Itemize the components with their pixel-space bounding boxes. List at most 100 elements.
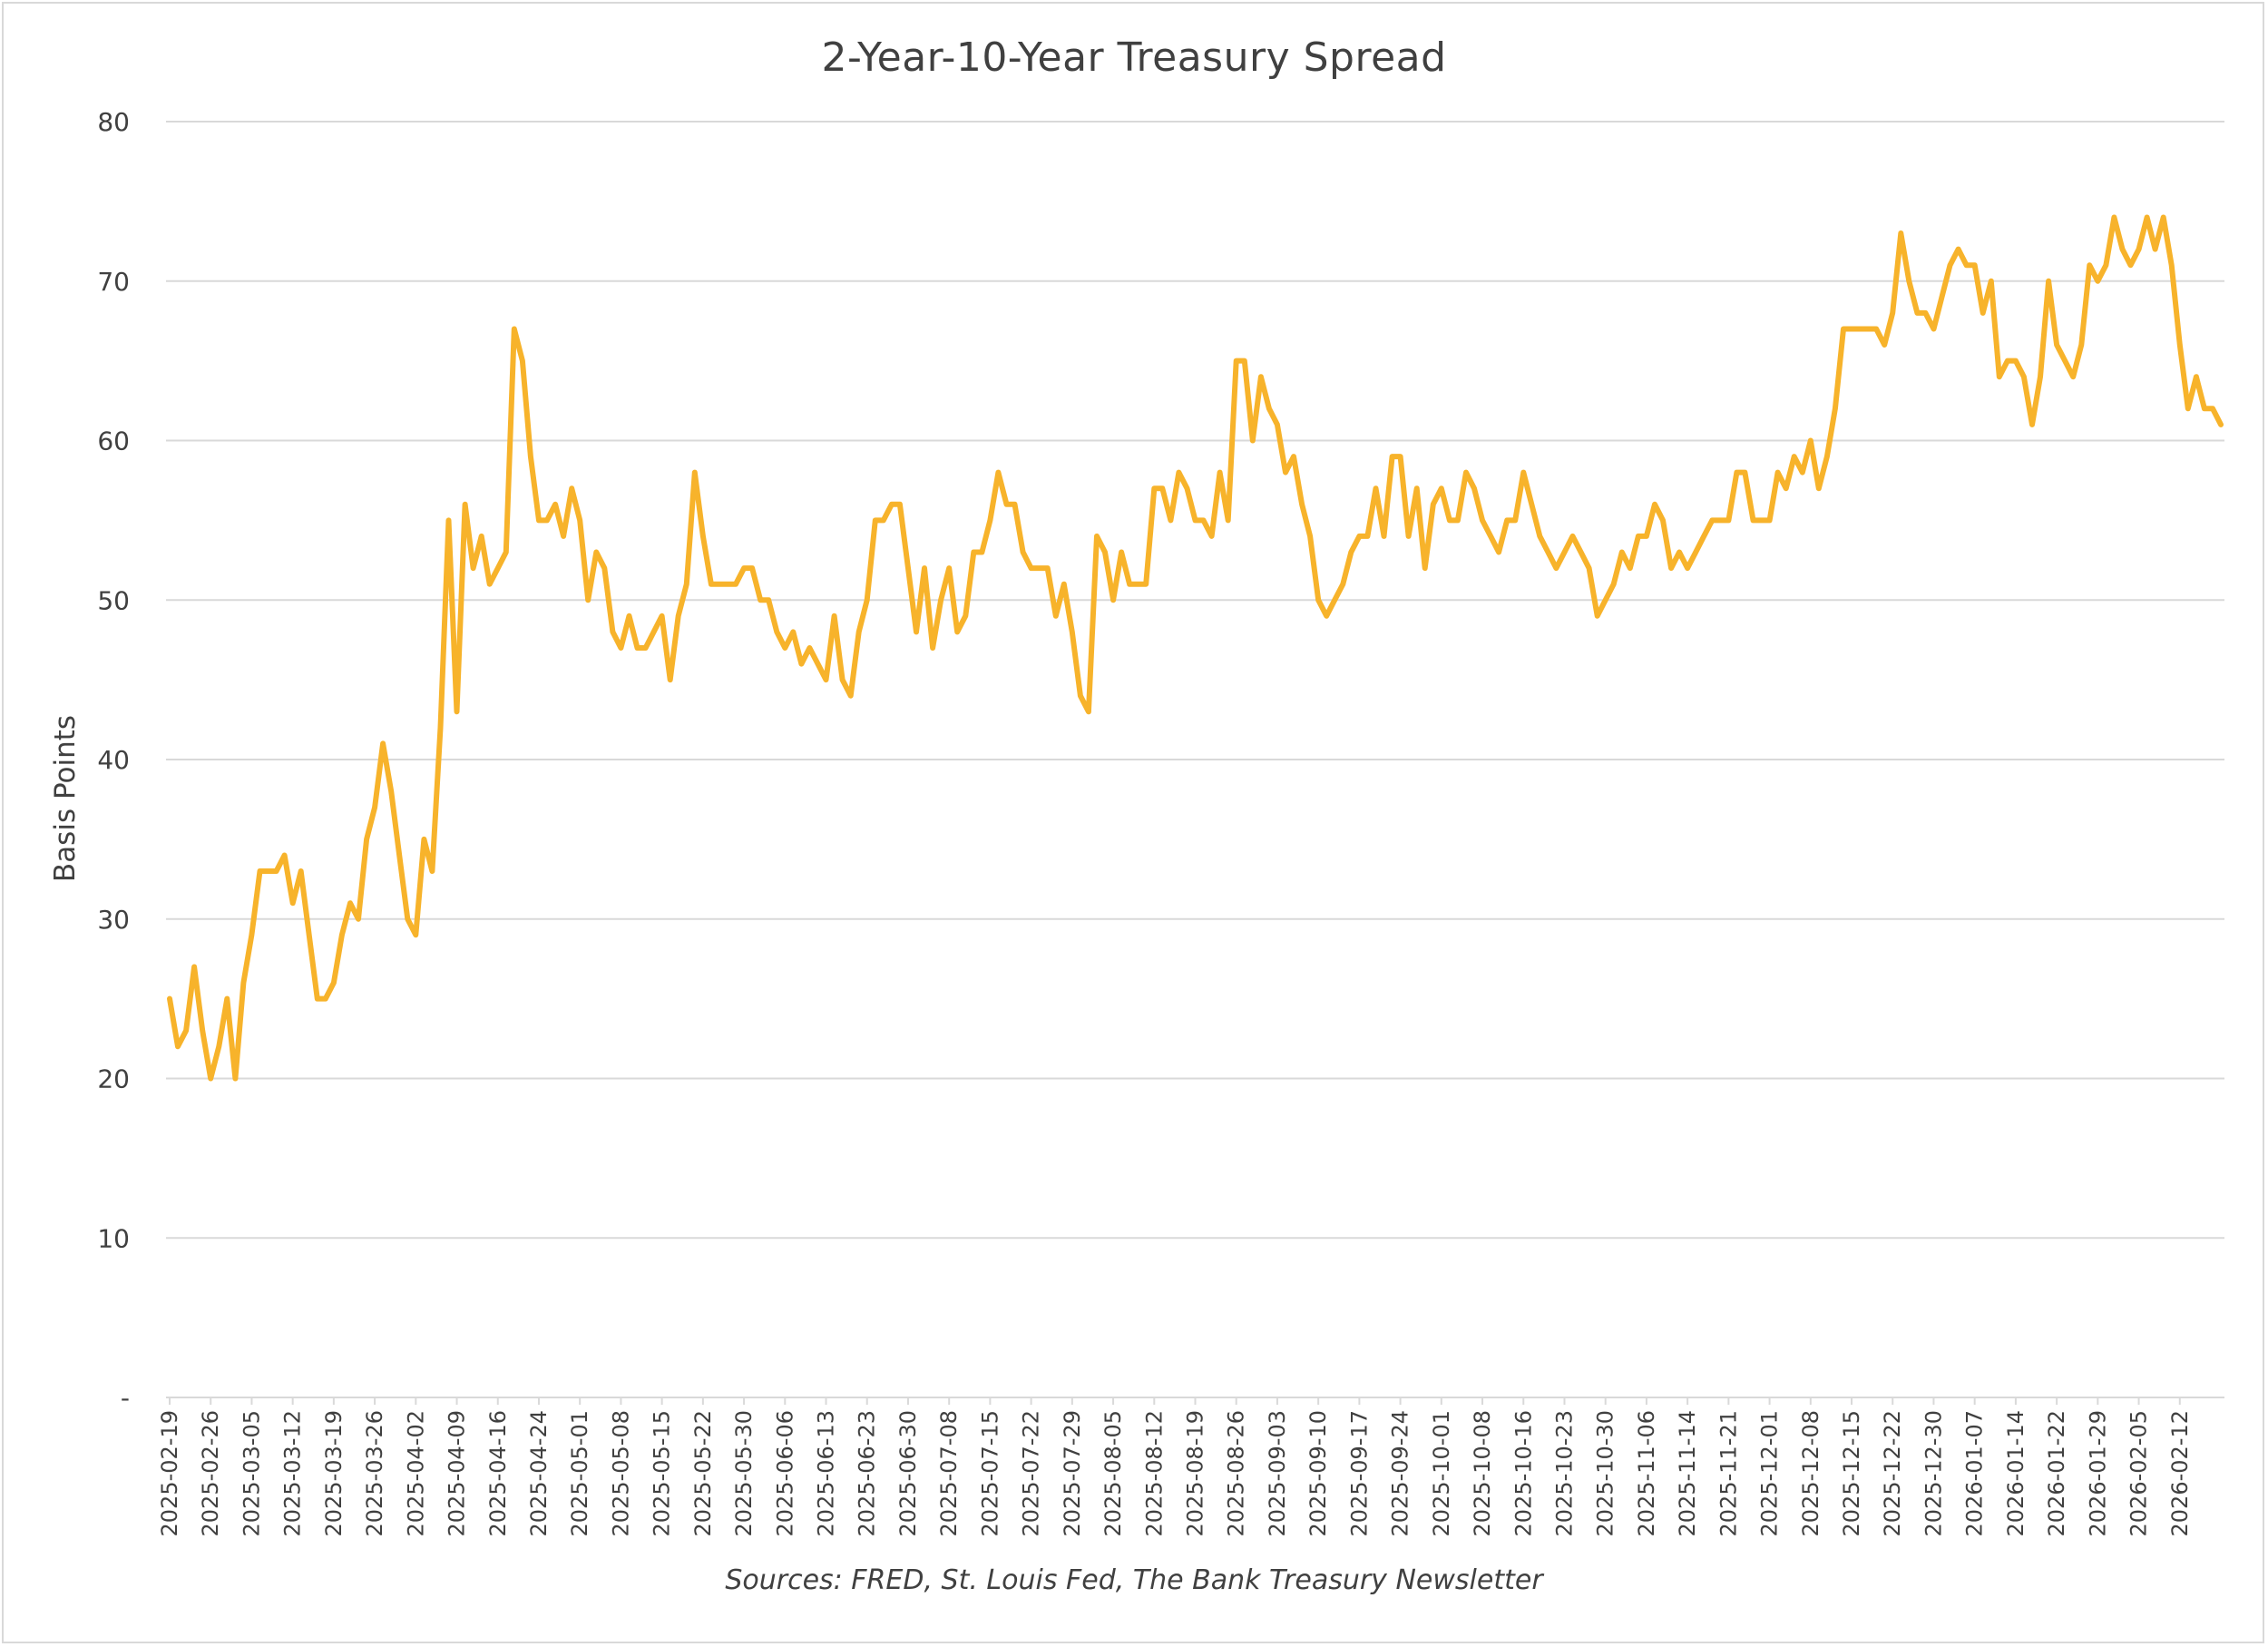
data-point	[1537, 534, 1542, 539]
data-point	[832, 613, 837, 619]
data-point	[1356, 534, 1362, 539]
data-point	[766, 597, 771, 603]
data-point	[1307, 534, 1313, 539]
data-point	[1587, 565, 1592, 571]
data-point	[561, 534, 566, 539]
data-point	[191, 965, 197, 970]
data-point	[1471, 485, 1477, 491]
data-point	[577, 517, 582, 523]
data-point	[700, 534, 706, 539]
x-tick-label: 2025-10-23	[1551, 1410, 1577, 1536]
data-point	[2029, 422, 2035, 427]
x-tick-label: 2025-05-22	[690, 1410, 716, 1536]
data-point	[635, 645, 640, 651]
data-point	[208, 1076, 213, 1082]
data-point	[1029, 565, 1034, 571]
data-point	[339, 932, 345, 937]
x-tick-label: 2025-12-30	[1921, 1410, 1946, 1536]
data-point	[1119, 550, 1124, 555]
data-point	[1898, 230, 1903, 236]
data-point	[1931, 327, 1937, 332]
data-point	[1382, 534, 1387, 539]
data-point	[1176, 470, 1181, 475]
data-point	[1611, 582, 1617, 587]
data-point	[1078, 693, 1083, 699]
data-point	[421, 837, 426, 842]
data-point	[1406, 534, 1412, 539]
x-tick-label: 2025-02-19	[157, 1410, 182, 1536]
data-point	[249, 932, 254, 937]
data-point	[1291, 454, 1296, 459]
data-point	[790, 629, 796, 634]
data-point	[1529, 502, 1534, 507]
x-tick-label: 2025-04-02	[403, 1410, 428, 1536]
data-point	[2095, 279, 2100, 284]
data-point	[1151, 485, 1157, 491]
data-point	[2021, 374, 2027, 379]
data-point	[1989, 279, 1994, 284]
data-point	[709, 582, 714, 587]
data-point	[183, 1028, 189, 1034]
data-point	[1504, 517, 1510, 523]
data-point	[364, 837, 369, 842]
data-point	[725, 582, 730, 587]
data-point	[905, 565, 911, 571]
data-point	[2005, 358, 2010, 364]
data-point	[175, 1044, 181, 1049]
data-point	[1258, 374, 1264, 379]
data-point	[232, 1076, 238, 1082]
data-point	[2169, 262, 2175, 268]
data-point	[1070, 629, 1075, 634]
data-point	[528, 454, 533, 459]
data-point	[1562, 550, 1568, 555]
data-point	[1021, 550, 1026, 555]
data-point	[2128, 262, 2134, 268]
data-point	[2038, 374, 2043, 379]
data-point	[1701, 534, 1706, 539]
data-point	[717, 582, 722, 587]
data-point	[1168, 517, 1173, 523]
data-point	[216, 1044, 221, 1049]
x-tick-label: 2025-03-05	[239, 1410, 264, 1536]
data-point	[1775, 470, 1781, 475]
y-tick-label: 50	[97, 585, 130, 615]
data-point	[1595, 613, 1600, 619]
data-point	[824, 677, 829, 682]
data-point	[963, 613, 968, 619]
data-point	[1742, 470, 1747, 475]
x-tick-label: 2025-09-24	[1388, 1410, 1413, 1536]
series-line	[167, 214, 2224, 1082]
x-tick-label: 2025-05-08	[608, 1410, 633, 1536]
y-tick-label: 70	[97, 267, 130, 297]
data-point	[741, 565, 747, 571]
data-point	[1717, 517, 1723, 523]
y-tick-label: 30	[97, 905, 130, 935]
data-point	[1463, 470, 1469, 475]
data-point	[1685, 565, 1690, 571]
x-tick-label: 2025-03-12	[280, 1410, 306, 1536]
data-point	[2145, 215, 2150, 221]
y-tick-label: -	[121, 1383, 130, 1413]
data-point	[1234, 358, 1239, 364]
data-point	[1159, 485, 1165, 491]
data-point	[1619, 550, 1625, 555]
data-point	[1693, 550, 1698, 555]
data-point	[2062, 358, 2068, 364]
data-point	[1439, 485, 1444, 491]
data-point	[298, 868, 304, 874]
data-point	[1324, 613, 1329, 619]
data-point	[1061, 582, 1067, 587]
data-point	[2218, 422, 2224, 427]
data-point	[240, 980, 246, 985]
x-tick-label: 2025-06-13	[814, 1410, 839, 1536]
data-point	[1784, 485, 1789, 491]
x-tick-label: 2025-09-10	[1305, 1410, 1331, 1536]
y-tick-label: 20	[97, 1064, 130, 1094]
data-point	[356, 917, 361, 922]
data-point	[1882, 342, 1887, 348]
data-point	[388, 789, 394, 794]
data-point	[585, 597, 591, 603]
data-point	[455, 709, 460, 714]
data-point	[167, 996, 172, 1002]
